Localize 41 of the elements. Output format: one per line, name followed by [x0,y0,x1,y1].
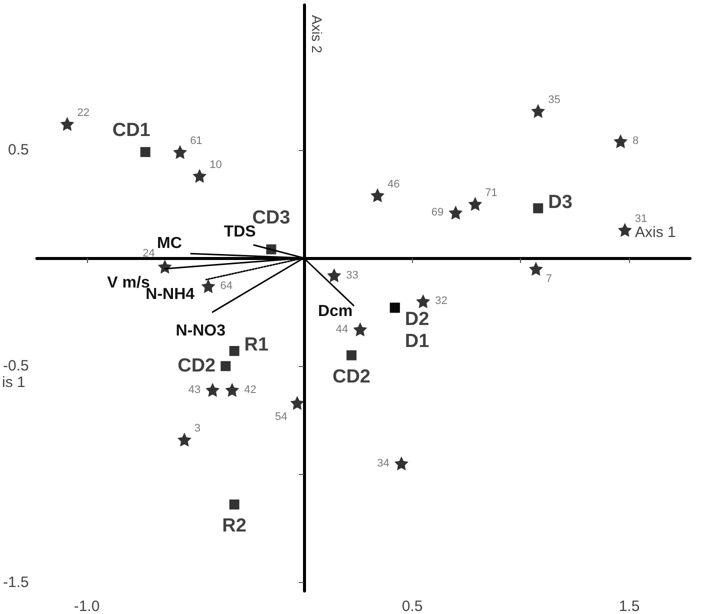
x-tick-label: -1.0 [74,598,100,614]
series-label: 22 [77,106,90,119]
y-tick-label: 0.5 [8,141,29,158]
series-label: Dcm [318,303,353,320]
series-label: MC [157,235,182,252]
series-label: R1 [244,334,270,356]
series-label: D2 [404,309,430,330]
series-label: CD2 [178,356,216,377]
series-label: 42 [244,384,256,396]
series-label: CD1 [112,120,151,142]
y-tick-label: -1.5 [2,574,29,591]
x-tick-label: 0.5 [402,598,423,614]
series-label: 46 [388,178,400,190]
series-label: 69 [431,206,444,219]
series-label: 44 [336,323,348,336]
x-tick-label: 1.5 [618,598,640,614]
series-label: 24 [142,248,155,260]
series-label: R2 [222,516,246,537]
series-label: D1 [404,331,430,352]
series-label: 61 [190,135,202,148]
y-axis-title: Axis 2 [308,15,325,54]
series-label: 64 [220,280,233,292]
series-label: TDS [224,224,256,241]
series-label: 31 [634,212,648,225]
series-label: CD2 [332,366,370,388]
series-label: 54 [274,410,288,423]
series-label: 71 [485,186,498,199]
y-tick-label: -0.5 [2,358,29,375]
series-label: 43 [188,384,201,396]
series-label: 10 [210,158,222,171]
series-label: 35 [548,94,560,106]
series-label: N-NO3 [176,322,226,340]
series-label: 3 [194,422,201,435]
series-label: 33 [346,269,358,282]
series-label: 7 [546,272,552,285]
text: is 1 [2,374,26,391]
x-axis-title: Axis 1 [635,224,676,241]
series-label: D3 [548,192,572,213]
series-label: 32 [435,295,448,308]
series-label: 34 [377,457,390,470]
series-label: 8 [632,135,639,148]
